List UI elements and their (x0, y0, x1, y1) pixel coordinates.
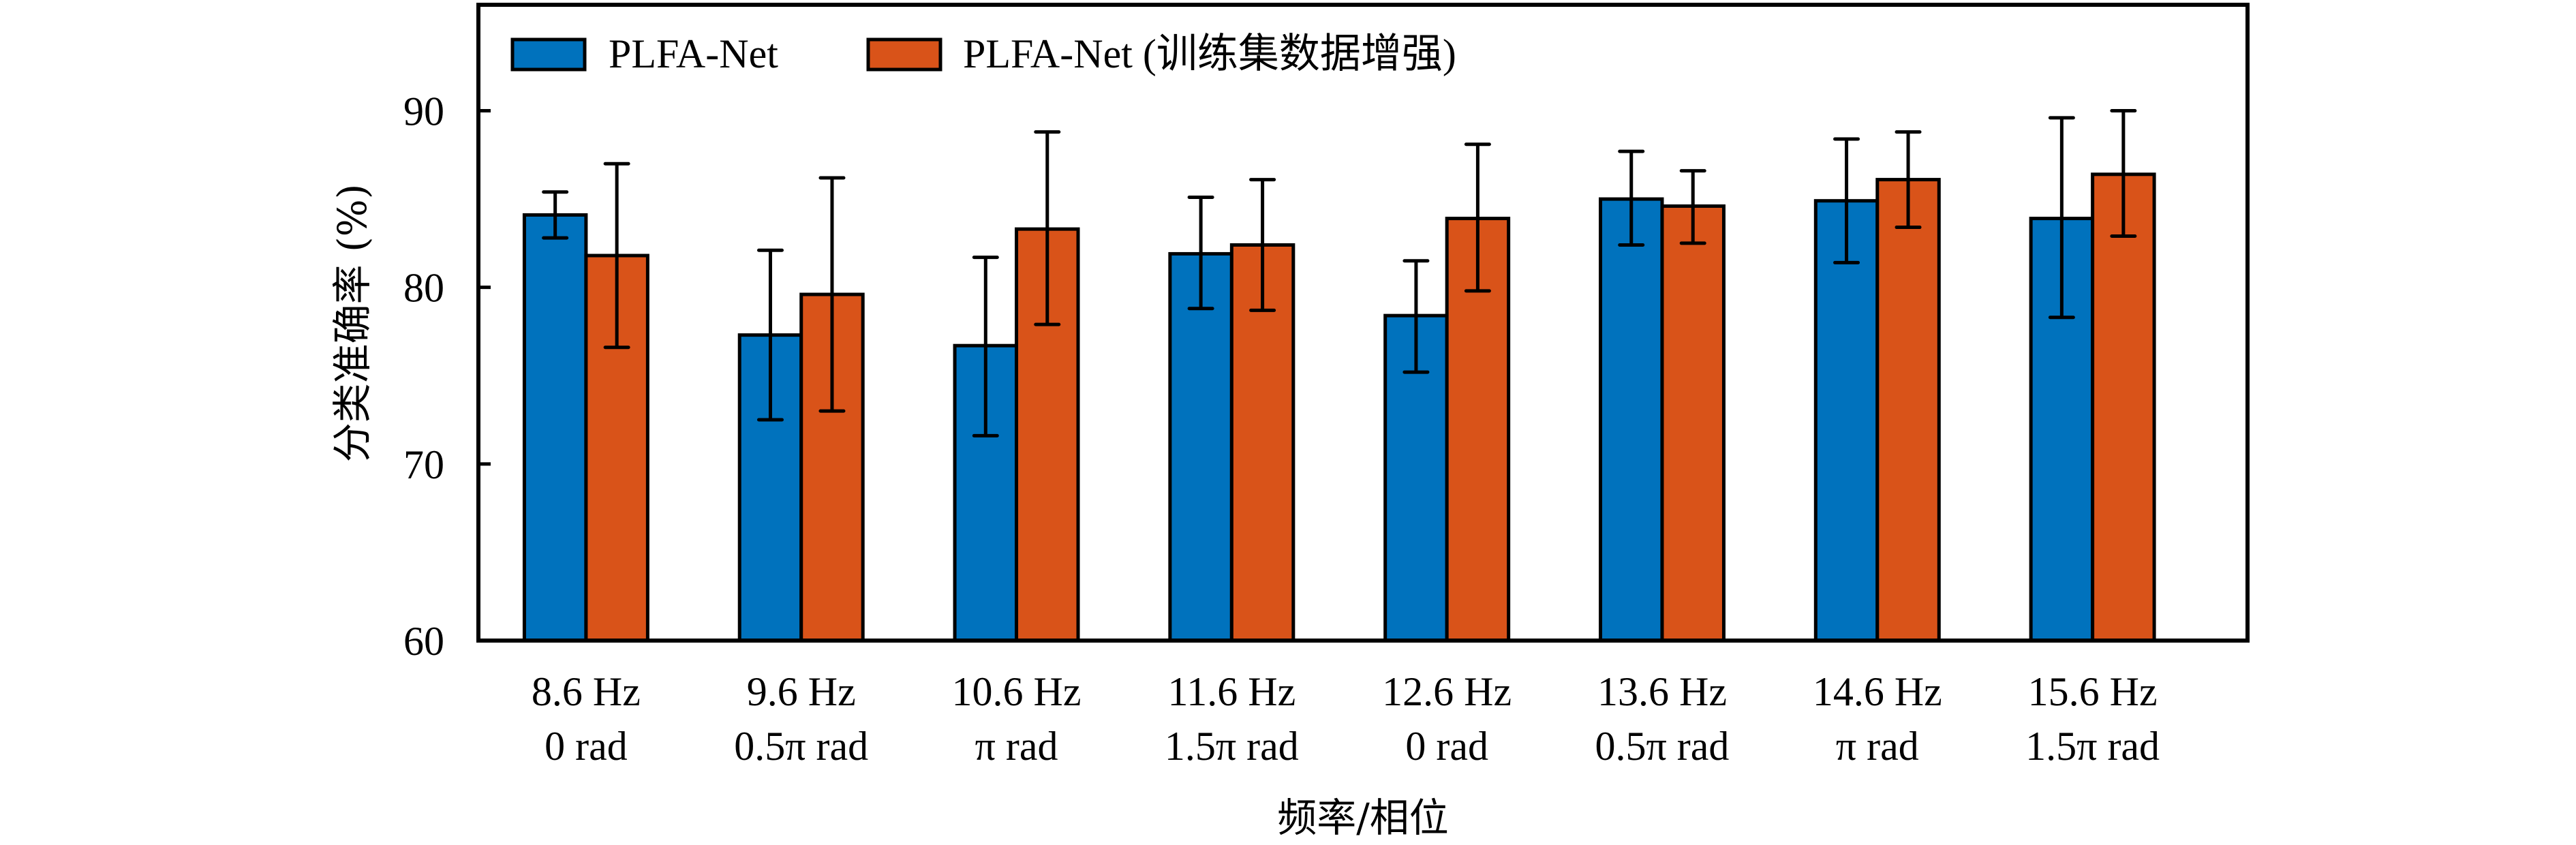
x-tick-label-frequency: 15.6 Hz (2028, 669, 2158, 714)
y-axis-label: 分类准确率 (%) (329, 184, 375, 463)
legend-swatch-plfa-net-augmented (866, 37, 942, 72)
bar-plfa-net-augmented-2 (799, 292, 865, 643)
error-bar-plfa-net-2 (756, 248, 784, 422)
x-tick-label-frequency: 8.6 Hz (532, 669, 641, 714)
x-tick-label-frequency: 11.6 Hz (1167, 669, 1295, 714)
x-tick-label-frequency: 10.6 Hz (952, 669, 1082, 714)
error-bars-layer (542, 109, 2137, 437)
error-bar-plfa-net-augmented-4 (1249, 178, 1276, 312)
legend-swatch-plfa-net (510, 37, 587, 72)
error-bar-plfa-net-augmented-1 (603, 162, 630, 350)
x-tick-label-phase: 1.5π rad (1165, 724, 1299, 769)
x-tick-label-phase: π rad (975, 724, 1058, 769)
bar-plfa-net-1 (522, 213, 588, 643)
bar-plfa-net-4 (1168, 251, 1233, 643)
x-tick-label-phase: 0 rad (545, 724, 628, 769)
x-tick-label-phase: 0 rad (1405, 724, 1488, 769)
bar-plfa-net-7 (1813, 199, 1880, 643)
error-bar-plfa-net-3 (972, 256, 999, 437)
error-bar-plfa-net-4 (1187, 195, 1214, 311)
bar-plfa-net-augmented-7 (1875, 178, 1941, 643)
x-tick-label-phase: 0.5π rad (734, 724, 868, 769)
y-tick-label: 80 (403, 266, 444, 311)
error-bar-plfa-net-5 (1402, 259, 1430, 374)
bar-plfa-net-augmented-8 (2091, 172, 2156, 643)
axes (476, 3, 2250, 643)
axes-frame (476, 3, 2250, 643)
error-bar-plfa-net-augmented-7 (1895, 130, 1922, 230)
legend-label-plfa-net: PLFA-Net (609, 31, 778, 76)
x-tick-label-phase: 1.5π rad (2025, 724, 2160, 769)
y-tick-label: 90 (403, 89, 444, 134)
bar-plfa-net-augmented-6 (1660, 204, 1726, 643)
error-bar-plfa-net-augmented-5 (1464, 142, 1491, 293)
x-tick-label-frequency: 9.6 Hz (747, 669, 856, 714)
legend-label-plfa-net-augmented: PLFA-Net (训练集数据增强) (963, 31, 1456, 76)
bar-plfa-net-6 (1599, 197, 1664, 643)
error-bar-plfa-net-augmented-6 (1679, 169, 1706, 245)
legend: PLFA-Net PLFA-Net (训练集数据增强) (510, 31, 1456, 76)
error-bar-plfa-net-augmented-8 (2110, 109, 2137, 239)
error-bar-plfa-net-augmented-2 (818, 176, 846, 413)
error-bar-plfa-net-7 (1833, 137, 1860, 264)
error-bar-plfa-net-1 (542, 190, 569, 240)
y-tick-label: 60 (403, 619, 444, 664)
x-tick-label-phase: π rad (1836, 724, 1919, 769)
y-tick-label: 70 (403, 442, 444, 487)
error-bar-plfa-net-8 (2048, 116, 2075, 320)
x-tick-label-frequency: 12.6 Hz (1382, 669, 1512, 714)
y-ticks: 60 70 80 90 (403, 89, 491, 664)
x-tick-label-frequency: 13.6 Hz (1597, 669, 1727, 714)
x-tick-label-frequency: 14.6 Hz (1813, 669, 1942, 714)
error-bar-plfa-net-6 (1618, 149, 1645, 247)
x-tick-label-phase: 0.5π rad (1595, 724, 1730, 769)
error-bar-plfa-net-augmented-3 (1034, 130, 1061, 326)
x-axis-label: 频率/相位 (1277, 795, 1449, 841)
x-ticks: 8.6 Hz 0 rad 9.6 Hz 0.5π rad 10.6 Hz π rad 11.… (532, 669, 2160, 769)
